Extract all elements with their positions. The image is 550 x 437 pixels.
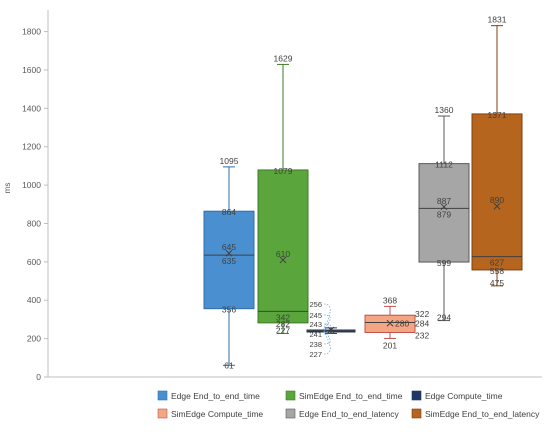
legend-swatch — [157, 390, 168, 401]
data-label: 1371 — [488, 110, 507, 120]
label-leader-line — [322, 329, 331, 345]
label-leader-line — [322, 314, 331, 331]
y-tick-label: 200 — [27, 334, 41, 344]
legend-swatch — [285, 390, 296, 401]
data-label: 227 — [309, 350, 322, 359]
box-body — [203, 210, 255, 310]
legend-item-3: Edge Compute_time — [411, 390, 503, 401]
box-body — [418, 163, 470, 263]
mean-marker — [440, 203, 448, 211]
data-label: 294 — [437, 313, 451, 323]
y-tick-label: 1800 — [22, 27, 41, 37]
data-label: 245 — [309, 311, 322, 320]
data-label: 475 — [490, 278, 504, 288]
box-body — [471, 113, 523, 271]
label-leader-line — [322, 303, 331, 331]
legend-swatch — [411, 408, 422, 419]
plot-layer: 1095864645635356611629107961034228222725… — [203, 15, 523, 370]
y-tick-label: 800 — [27, 218, 41, 228]
data-label: 1831 — [488, 15, 507, 25]
legend-label: Edge End_to_end_latency — [299, 409, 399, 419]
legend-label: Edge End_to_end_time — [171, 391, 260, 401]
y-tick-label: 1600 — [22, 65, 41, 75]
mean-marker — [225, 249, 233, 257]
legend-swatch — [285, 408, 296, 419]
data-label: 627 — [490, 258, 504, 268]
legend-item-1: Edge End_to_end_time — [157, 390, 260, 401]
legend-label: Edge Compute_time — [425, 391, 503, 401]
data-label: 227 — [276, 325, 290, 335]
data-label: 890 — [490, 195, 504, 205]
box-series-1: 1095 864 645 635 356 61 — [203, 156, 255, 370]
label-leader-line — [322, 323, 331, 331]
y-tick-label: 0 — [36, 372, 41, 382]
data-label: 284 — [415, 319, 429, 329]
axis-layer: 0 200 400 600 800 1000 1200 1400 1600 1800 — [22, 10, 542, 382]
y-tick-label: 1200 — [22, 142, 41, 152]
legend-item-4: SimEdge Compute_time — [157, 408, 263, 419]
mean-marker — [279, 256, 287, 264]
data-label: 356 — [222, 305, 236, 315]
data-label: 201 — [383, 340, 397, 350]
y-tick-label: 400 — [27, 295, 41, 305]
legend-label: SimEdge Compute_time — [171, 409, 263, 419]
mean-marker — [327, 326, 335, 334]
data-label: 1112 — [435, 160, 453, 170]
data-label: 243 — [309, 320, 322, 329]
legend-item-6: SimEdge End_to_end_latency — [411, 408, 540, 419]
data-label: 241 — [309, 330, 322, 339]
y-tick-label: 600 — [27, 257, 41, 267]
data-label: 368 — [383, 295, 397, 305]
data-label: 256 — [309, 300, 322, 309]
data-label: 1360 — [435, 105, 454, 115]
legend-label: SimEdge End_to_end_latency — [425, 409, 540, 419]
y-axis-label: ms — [3, 183, 12, 194]
data-label: 280 — [395, 318, 409, 328]
label-leader-line — [322, 329, 331, 355]
data-label: 282 — [276, 319, 290, 329]
legend-swatch — [157, 408, 168, 419]
legend-label: SimEdge End_to_end_time — [299, 391, 403, 401]
legend-swatch — [411, 390, 422, 401]
data-label: 1079 — [274, 166, 293, 176]
legend-item-2: SimEdge End_to_end_time — [285, 390, 403, 401]
box-series-5: 1360 1112 887 879 599 294 — [418, 105, 470, 323]
data-label: 322 — [415, 309, 429, 319]
legend-item-5: Edge End_to_end_latency — [285, 408, 399, 419]
data-label: 887 — [437, 196, 451, 206]
data-label: 599 — [437, 258, 451, 268]
y-tick-label: 1000 — [22, 180, 41, 190]
data-label: 645 — [222, 242, 236, 252]
data-label: 1095 — [220, 156, 239, 166]
mean-marker — [386, 319, 394, 327]
data-label: 61 — [224, 360, 234, 370]
data-label: 232 — [415, 330, 429, 340]
data-label: 879 — [437, 209, 451, 219]
y-tick-label: 1400 — [22, 103, 41, 113]
mean-marker — [493, 202, 501, 210]
label-leader-line — [322, 329, 331, 335]
data-label: 558 — [490, 266, 504, 276]
data-label: 864 — [222, 207, 236, 217]
data-label: 635 — [222, 256, 236, 266]
data-label: 610 — [276, 249, 290, 259]
data-label: 238 — [309, 340, 322, 349]
data-label: 1629 — [274, 53, 293, 63]
legend: Edge End_to_end_time SimEdge End_to_end_t… — [157, 390, 540, 419]
box-body — [257, 169, 309, 324]
data-label: 342 — [276, 312, 290, 322]
